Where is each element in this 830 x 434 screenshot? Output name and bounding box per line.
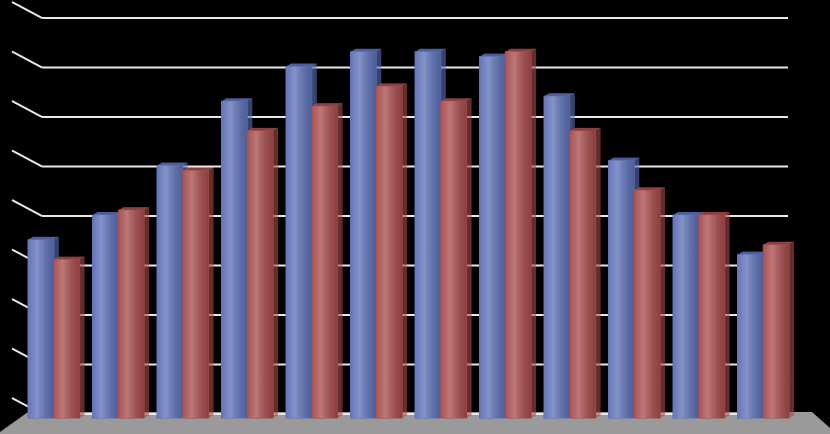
tick-mark: [11, 1, 43, 19]
bar: [504, 48, 537, 419]
bar: [569, 127, 601, 419]
bar: [182, 167, 214, 419]
tick-mark: [11, 50, 43, 69]
bar: [633, 187, 666, 419]
bar: [479, 53, 511, 419]
tick-mark: [11, 199, 43, 217]
bar: [117, 207, 150, 419]
bar: [440, 98, 472, 419]
bar: [311, 103, 343, 419]
bar: [156, 162, 188, 419]
tick-mark: [11, 149, 43, 168]
bar: [762, 241, 795, 419]
bar: [375, 83, 408, 419]
tick-mark: [11, 100, 43, 118]
bar: [53, 256, 85, 419]
bar: [414, 48, 446, 419]
bar: [698, 212, 730, 419]
bar: [27, 236, 59, 419]
bar: [246, 127, 279, 419]
